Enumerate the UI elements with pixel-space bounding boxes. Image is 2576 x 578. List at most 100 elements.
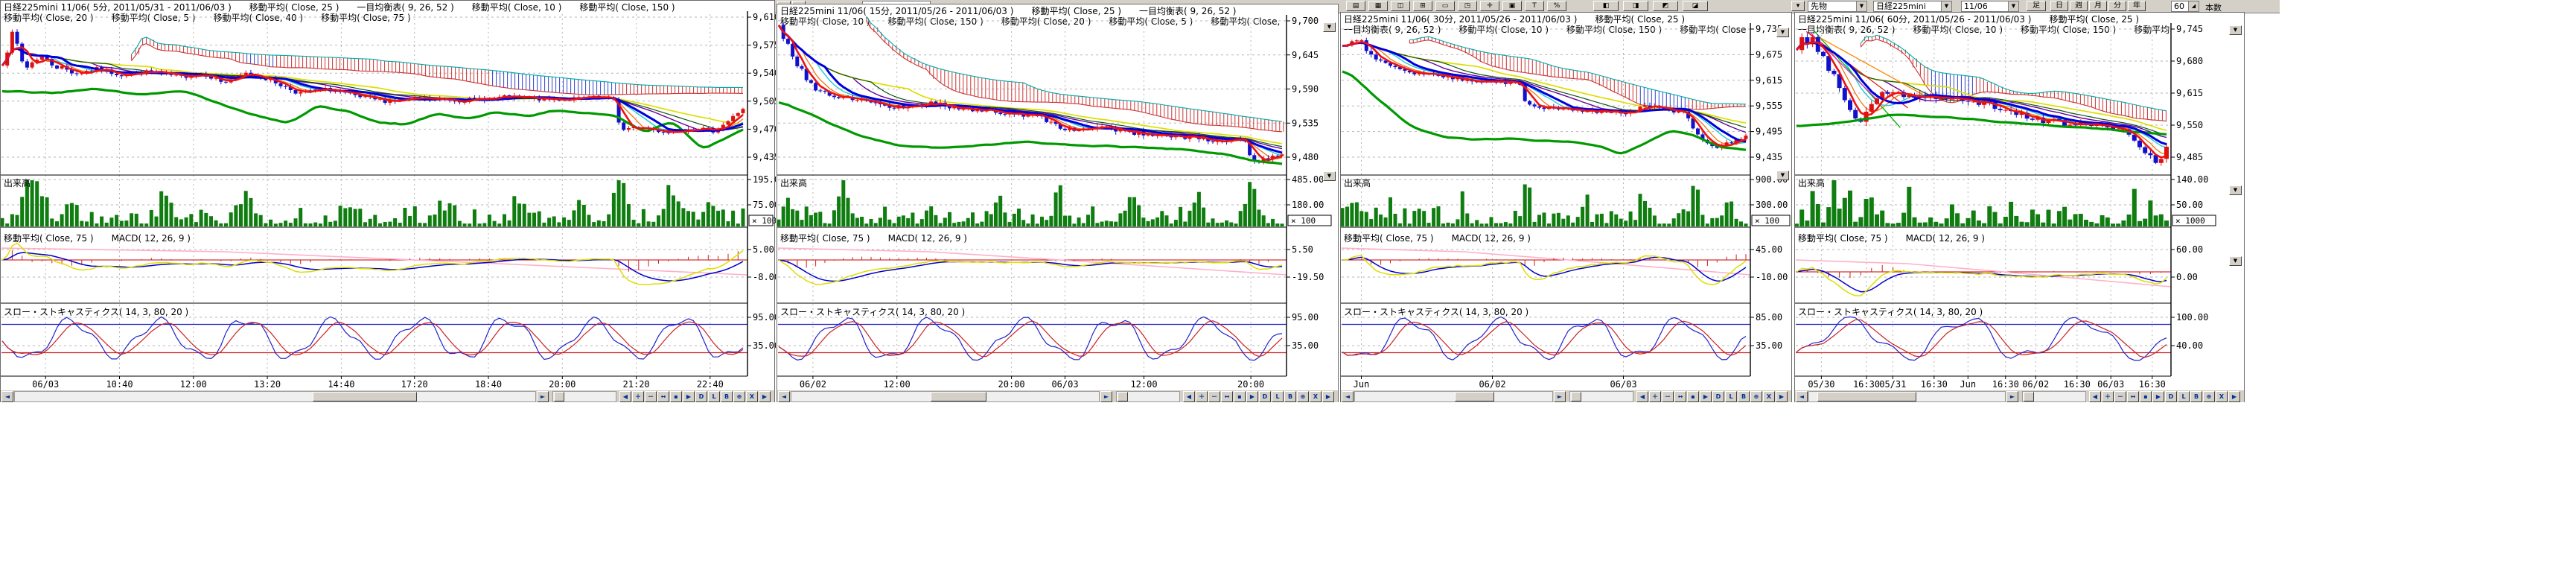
scrollbar-left-arrow[interactable]: ◄	[778, 391, 790, 402]
toolbar-icon-button[interactable]: ◧	[1593, 1, 1619, 11]
dot-icon[interactable]: ▪	[1234, 391, 1246, 402]
crosshair-icon[interactable]: ⊕	[733, 391, 745, 402]
dropdown-arrow-button[interactable]: ▾	[1791, 1, 1805, 11]
timeframe-button[interactable]: 週	[2070, 1, 2088, 11]
scrollbar-track[interactable]	[1354, 391, 1553, 402]
toolbar-icon-button[interactable]: ◳	[1458, 1, 1477, 11]
fit-width-icon[interactable]: ↔	[1674, 391, 1686, 402]
scrollbar-thumb[interactable]	[313, 392, 417, 401]
jump-start-icon[interactable]: ◀	[1636, 391, 1648, 402]
timeframe-button[interactable]: 日	[2050, 1, 2068, 11]
scrollbar-track[interactable]	[14, 391, 536, 402]
timeframe-button[interactable]: 月	[2089, 1, 2107, 11]
zoom-in-icon[interactable]: ＋	[632, 391, 644, 402]
axis-collapse-button[interactable]: ▼	[2229, 256, 2242, 266]
mini-scrollbar-thumb[interactable]	[554, 392, 564, 401]
scrollbar-thumb[interactable]	[931, 392, 986, 401]
toolbar-icon-button[interactable]: %	[1547, 1, 1566, 11]
scrollbar-right-arrow[interactable]: ►	[2006, 391, 2018, 402]
scrollbar-thumb[interactable]	[1455, 392, 1494, 401]
mini-scrollbar-thumb[interactable]	[1571, 392, 1581, 401]
bar-mode-icon[interactable]: B	[1738, 391, 1750, 402]
toolbar-icon-button[interactable]: ⊞	[1413, 1, 1432, 11]
play-icon[interactable]: ▶	[1246, 391, 1258, 402]
close-tool-icon[interactable]: X	[1763, 391, 1775, 402]
fit-width-icon[interactable]: ↔	[657, 391, 669, 402]
close-tool-icon[interactable]: X	[1310, 391, 1322, 402]
toolbar-select-0[interactable]: 先物 ▼	[1808, 1, 1867, 12]
scrollbar-left-arrow[interactable]: ◄	[1342, 391, 1354, 402]
bar-mode-icon[interactable]: B	[721, 391, 733, 402]
bar-mode-icon[interactable]: B	[1284, 391, 1296, 402]
line-mode-icon[interactable]: L	[708, 391, 720, 402]
bar-mode-icon[interactable]: B	[2190, 391, 2202, 402]
scrollbar-track[interactable]	[1808, 391, 2006, 402]
zoom-out-icon[interactable]: －	[1662, 391, 1674, 402]
toolbar-icon-button[interactable]: ◪	[1683, 1, 1708, 11]
play-icon[interactable]: ▶	[1700, 391, 1712, 402]
day-mode-icon[interactable]: D	[1712, 391, 1724, 402]
close-tool-icon[interactable]: X	[2216, 391, 2228, 402]
scrollbar-right-arrow[interactable]: ►	[537, 391, 549, 402]
line-mode-icon[interactable]: L	[2178, 391, 2190, 402]
timeframe-button[interactable]: 分	[2108, 1, 2126, 11]
crosshair-icon[interactable]: ⊕	[1297, 391, 1309, 402]
period-type-button[interactable]: 足	[2027, 1, 2046, 11]
crosshair-icon[interactable]: ⊕	[1750, 391, 1762, 402]
mini-scrollbar-track[interactable]	[1116, 391, 1180, 402]
day-mode-icon[interactable]: D	[2165, 391, 2177, 402]
axis-collapse-button[interactable]: ▼	[1776, 28, 1789, 37]
zoom-out-icon[interactable]: －	[2114, 391, 2126, 402]
line-mode-icon[interactable]: L	[1272, 391, 1284, 402]
close-tool-icon[interactable]: X	[746, 391, 758, 402]
zoom-in-icon[interactable]: ＋	[1196, 391, 1208, 402]
dot-icon[interactable]: ▪	[2140, 391, 2152, 402]
zoom-out-icon[interactable]: －	[1208, 391, 1220, 402]
dot-icon[interactable]: ▪	[670, 391, 682, 402]
fit-width-icon[interactable]: ↔	[1221, 391, 1233, 402]
timeframe-button[interactable]: 年	[2128, 1, 2146, 11]
play-icon[interactable]: ▶	[683, 391, 695, 402]
toolbar-icon-button[interactable]: ▤	[1346, 1, 1365, 11]
toolbar-select-1[interactable]: 日経225mini ▼	[1873, 1, 1952, 12]
crosshair-icon[interactable]: ⊕	[2203, 391, 2215, 402]
mini-scrollbar-track[interactable]	[1569, 391, 1633, 402]
jump-end-icon[interactable]: ▶	[2228, 391, 2240, 402]
scrollbar-thumb[interactable]	[1817, 392, 1916, 401]
day-mode-icon[interactable]: D	[695, 391, 707, 402]
zoom-out-icon[interactable]: －	[645, 391, 657, 402]
mini-scrollbar-thumb[interactable]	[1118, 392, 1128, 401]
axis-collapse-button[interactable]: ▼	[1776, 171, 1789, 180]
mini-scrollbar-track[interactable]	[552, 391, 616, 402]
axis-collapse-button[interactable]: ▼	[2229, 185, 2242, 195]
toolbar-icon-button[interactable]: ▣	[1502, 1, 1522, 11]
dot-icon[interactable]: ▪	[1687, 391, 1699, 402]
bar-count-spinner[interactable]: 60 ◢	[2171, 1, 2199, 12]
scrollbar-left-arrow[interactable]: ◄	[1796, 391, 1808, 402]
scrollbar-right-arrow[interactable]: ►	[1100, 391, 1112, 402]
toolbar-icon-button[interactable]: ▭	[1435, 1, 1455, 11]
mini-scrollbar-thumb[interactable]	[2024, 392, 2034, 401]
toolbar-select-2[interactable]: 11/06 ▼	[1961, 1, 2019, 12]
toolbar-icon-button[interactable]: T	[1525, 1, 1544, 11]
jump-start-icon[interactable]: ◀	[619, 391, 631, 402]
fit-width-icon[interactable]: ↔	[2127, 391, 2139, 402]
axis-collapse-button[interactable]: ▼	[2229, 25, 2242, 35]
scrollbar-right-arrow[interactable]: ►	[1554, 391, 1566, 402]
jump-start-icon[interactable]: ◀	[1183, 391, 1195, 402]
zoom-in-icon[interactable]: ＋	[2102, 391, 2114, 402]
line-mode-icon[interactable]: L	[1725, 391, 1737, 402]
toolbar-icon-button[interactable]: ◫	[1391, 1, 1410, 11]
toolbar-icon-button[interactable]: ◩	[1653, 1, 1678, 11]
scrollbar-left-arrow[interactable]: ◄	[1, 391, 13, 402]
jump-start-icon[interactable]: ◀	[2089, 391, 2101, 402]
scrollbar-track[interactable]	[791, 391, 1100, 402]
day-mode-icon[interactable]: D	[1259, 391, 1271, 402]
jump-end-icon[interactable]: ▶	[1322, 391, 1334, 402]
axis-collapse-button[interactable]: ▼	[1323, 171, 1336, 181]
zoom-in-icon[interactable]: ＋	[1649, 391, 1661, 402]
play-icon[interactable]: ▶	[2152, 391, 2164, 402]
toolbar-icon-button[interactable]: ✛	[1480, 1, 1499, 11]
toolbar-icon-button[interactable]: ▦	[1368, 1, 1388, 11]
axis-collapse-button[interactable]: ▼	[1323, 22, 1336, 32]
